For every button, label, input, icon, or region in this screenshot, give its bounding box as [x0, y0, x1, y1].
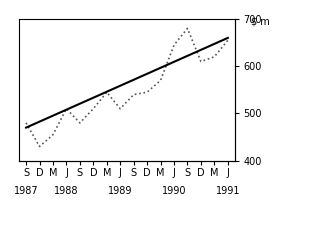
Text: 1988: 1988	[54, 186, 79, 196]
Y-axis label: $ m: $ m	[251, 16, 270, 26]
Text: 1991: 1991	[215, 186, 240, 196]
Text: 1990: 1990	[162, 186, 186, 196]
Text: 1987: 1987	[14, 186, 38, 196]
Text: 1989: 1989	[108, 186, 133, 196]
